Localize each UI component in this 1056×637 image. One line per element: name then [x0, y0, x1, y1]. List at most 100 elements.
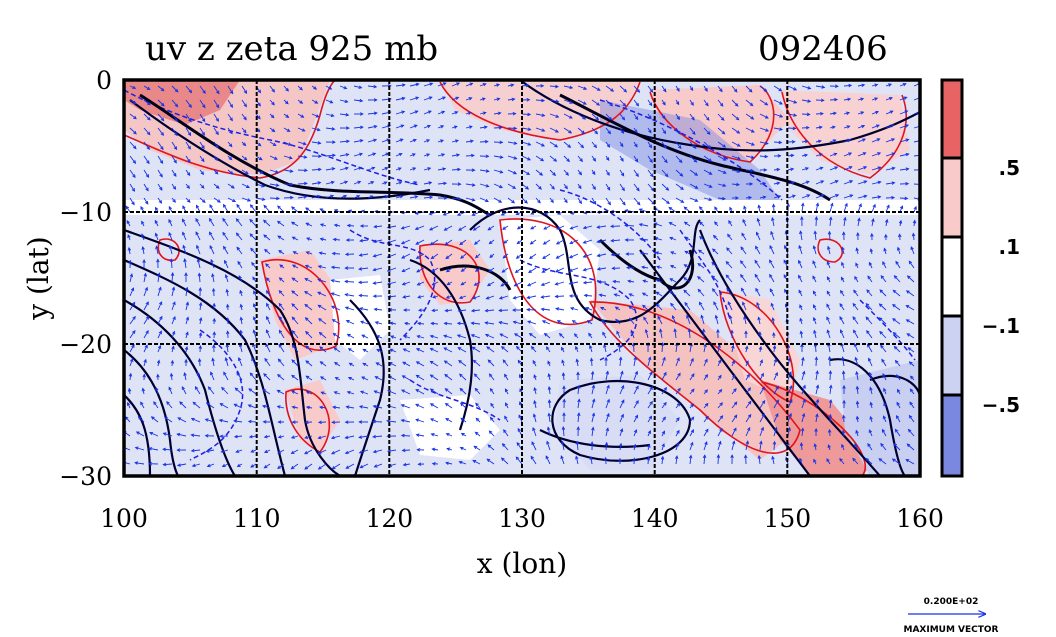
wind-vector-head: [591, 426, 595, 431]
wind-vector: [171, 155, 177, 164]
wind-vector-head: [445, 461, 449, 465]
wind-vector-head: [187, 145, 191, 150]
wind-vector: [871, 181, 881, 185]
wind-vector-head: [879, 330, 883, 335]
wind-vector: [395, 124, 404, 129]
wind-vector: [128, 247, 131, 255]
wind-vector-head: [820, 180, 825, 184]
wind-vector-head: [625, 252, 630, 256]
wind-vector: [611, 253, 621, 256]
wind-vector-head: [771, 203, 776, 208]
wind-vector-head: [515, 456, 520, 461]
wind-vector: [615, 319, 621, 325]
wind-vector: [199, 127, 205, 136]
wind-vector: [852, 316, 859, 325]
wind-vector: [142, 246, 145, 255]
wind-vector-head: [162, 432, 167, 436]
wind-vector: [387, 267, 397, 272]
wind-vector: [619, 183, 625, 191]
y-tick-label: −20: [59, 330, 112, 359]
wind-vector: [227, 169, 234, 175]
wind-vector-head: [318, 331, 323, 336]
wind-vector-head: [848, 166, 853, 170]
wind-vector-head: [171, 330, 176, 335]
wind-vector: [241, 169, 249, 175]
wind-vector: [253, 330, 257, 339]
wind-vector: [359, 267, 369, 270]
wind-vector-head: [693, 159, 698, 163]
wind-vector-head: [235, 232, 240, 237]
wind-vector-head: [783, 244, 788, 249]
wind-vector: [717, 183, 726, 187]
wind-vector-head: [504, 388, 509, 393]
wind-vector-head: [431, 461, 436, 466]
wind-vector: [486, 346, 495, 353]
wind-vector-head: [774, 426, 778, 431]
wind-vector-head: [317, 466, 322, 470]
wind-vector-head: [818, 125, 823, 130]
wind-vector: [563, 127, 572, 134]
wind-vector-head: [184, 346, 189, 351]
wind-vector-head: [200, 184, 205, 189]
wind-vector-head: [469, 82, 474, 86]
wind-vector: [882, 261, 887, 269]
wind-vector-head: [372, 449, 377, 454]
wind-vector-head: [704, 373, 709, 378]
wind-vector: [703, 441, 708, 451]
wind-vector-head: [757, 316, 761, 321]
wind-vector-head: [301, 128, 306, 132]
wind-vector-head: [471, 346, 476, 351]
vector-key-label: MAXIMUM VECTOR: [903, 625, 998, 635]
wind-vector: [471, 334, 481, 339]
wind-vector-head: [638, 208, 643, 212]
wind-vector-head: [134, 461, 139, 465]
wind-vector-head: [730, 329, 734, 334]
wind-vector: [501, 457, 509, 465]
wind-vector: [297, 141, 307, 145]
wind-vector: [395, 97, 405, 101]
wind-vector-head: [690, 357, 694, 362]
wind-vector: [829, 385, 832, 395]
wind-vector-head: [755, 231, 760, 236]
wind-vector: [331, 449, 341, 455]
wind-vector: [668, 207, 677, 213]
wind-vector: [241, 99, 247, 107]
wind-vector: [359, 449, 369, 454]
wind-vector-head: [468, 97, 473, 101]
wind-vector-head: [401, 96, 406, 101]
wind-vector-head: [526, 171, 531, 176]
wind-vector: [591, 427, 594, 437]
wind-vector-head: [289, 195, 294, 200]
wind-vector-head: [827, 356, 832, 360]
wind-vector: [474, 239, 481, 245]
wind-vector-head: [526, 295, 531, 300]
wind-vector-head: [132, 174, 136, 179]
wind-vector: [318, 304, 327, 311]
wind-vector-head: [591, 398, 596, 403]
wind-vector: [893, 443, 901, 451]
wind-vector-head: [516, 225, 521, 230]
wind-vector-head: [215, 144, 219, 149]
wind-vector-head: [373, 390, 378, 394]
wind-vector: [487, 444, 495, 451]
wind-vector-head: [487, 359, 492, 364]
wind-vector-head: [731, 440, 736, 445]
wind-vector-head: [235, 218, 240, 222]
wind-vector: [457, 334, 467, 339]
wind-vector-head: [330, 451, 335, 455]
wind-vector: [459, 239, 467, 245]
wind-vector: [871, 124, 880, 129]
wind-vector-head: [362, 362, 367, 367]
wind-vector-head: [662, 115, 666, 120]
wind-vector-head: [318, 154, 322, 159]
wind-vector-head: [734, 102, 739, 107]
wind-vector: [619, 428, 623, 437]
wind-vector-head: [246, 184, 250, 188]
wind-vector-head: [277, 235, 282, 239]
wind-vector-head: [606, 398, 610, 403]
wind-vector-head: [764, 154, 769, 159]
wind-vector: [759, 85, 767, 92]
wind-vector-head: [874, 83, 879, 87]
wind-vector: [248, 420, 257, 423]
